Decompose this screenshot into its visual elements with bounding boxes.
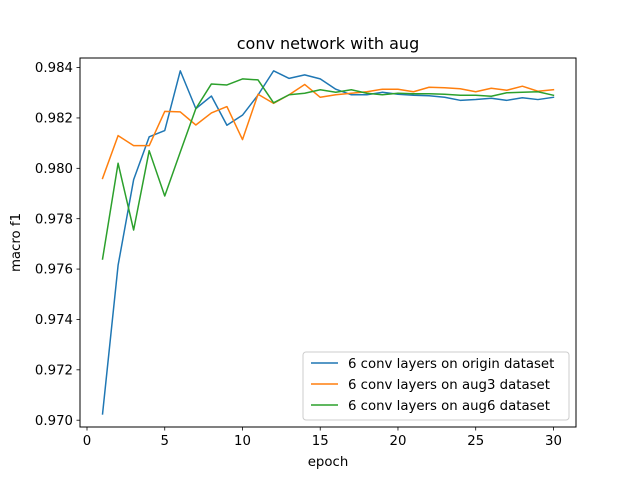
legend-label-3: 6 conv layers on aug6 dataset [348,399,550,414]
legend-label-1: 6 conv layers on origin dataset [348,357,554,372]
x-tick-label: 0 [83,434,91,449]
plot-lines [101,70,555,415]
chart-title: conv network with aug [237,34,419,53]
x-tick-label: 10 [234,434,251,449]
y-tick-label: 0.978 [35,212,73,227]
x-axis: 0 5 10 15 20 25 30 [83,427,562,449]
y-axis: 0.970 0.972 0.974 0.976 0.978 0.980 0.982 0.984 [35,61,80,429]
x-tick-label: 25 [467,434,484,449]
y-tick-label: 0.970 [35,414,73,429]
legend: 6 conv layers on origin dataset 6 conv la… [302,351,570,421]
series-line-3 [101,78,555,260]
legend-label-2: 6 conv layers on aug3 dataset [348,378,550,393]
series-line-2 [101,83,555,180]
y-tick-label: 0.984 [35,61,73,76]
y-tick-label: 0.976 [35,263,73,278]
y-tick-label: 0.980 [35,162,73,177]
x-tick-label: 20 [390,434,407,449]
y-tick-label: 0.972 [35,363,73,378]
series-line-1 [101,70,555,415]
x-tick-label: 5 [161,434,169,449]
y-axis-label: macro f1 [9,213,24,272]
x-tick-label: 30 [545,434,562,449]
y-tick-label: 0.974 [35,313,73,328]
y-tick-label: 0.982 [35,112,73,127]
axes-frame [79,57,577,428]
x-axis-label: epoch [308,455,349,470]
x-tick-label: 15 [312,434,329,449]
legend-box [302,351,570,421]
